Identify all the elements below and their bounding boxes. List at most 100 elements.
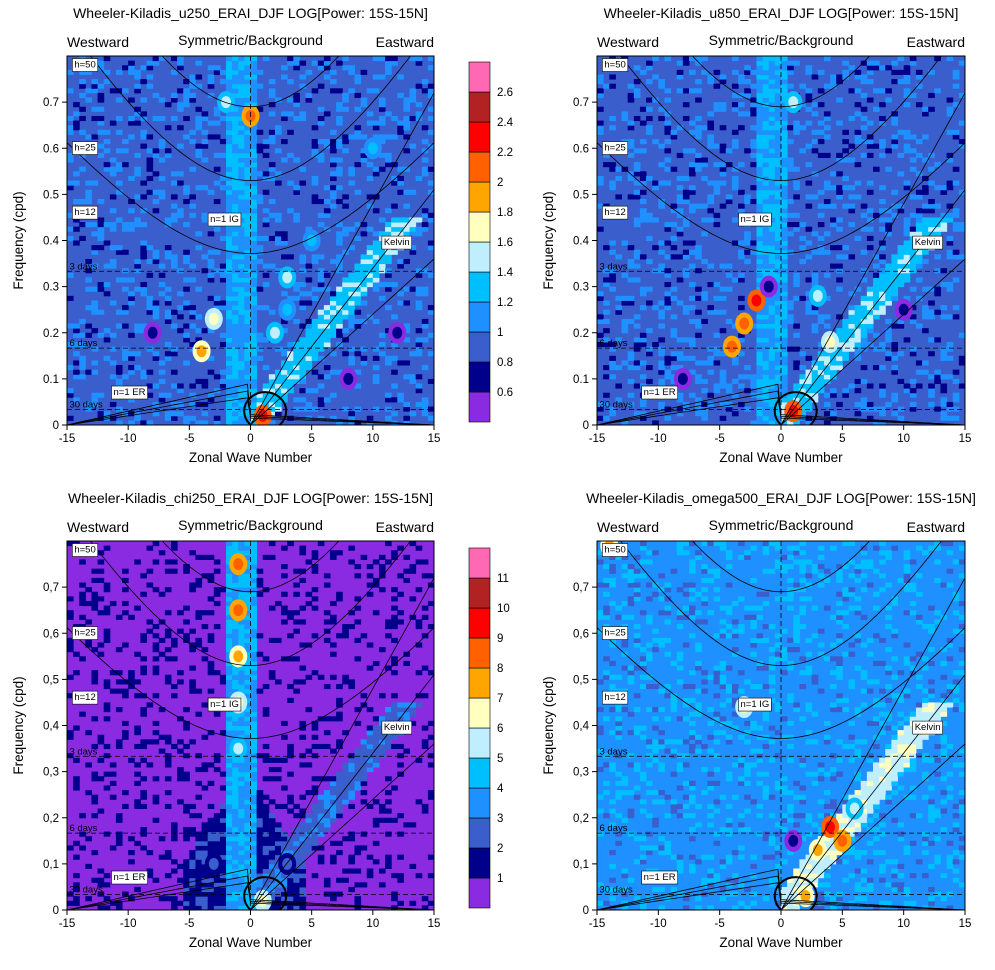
- heatmap-cell: [416, 374, 423, 379]
- heatmap-cell: [720, 79, 727, 84]
- heatmap-cell: [640, 139, 647, 144]
- heatmap-cell: [104, 753, 111, 758]
- heatmap-cell: [330, 157, 337, 162]
- heatmap-cell: [416, 217, 423, 222]
- heatmap-cell: [763, 241, 770, 246]
- heatmap-cell: [787, 65, 794, 70]
- heatmap-cell: [947, 287, 954, 292]
- heatmap-cell: [232, 781, 239, 786]
- heatmap-cell: [707, 360, 714, 365]
- heatmap-cell: [238, 84, 245, 89]
- heatmap-cell: [226, 360, 233, 365]
- heatmap-cell: [299, 116, 306, 121]
- heatmap-cell: [416, 287, 423, 292]
- heatmap-cell: [159, 282, 166, 287]
- heatmap-cell: [251, 402, 258, 407]
- heatmap-cell: [873, 65, 880, 70]
- heatmap-cell: [177, 171, 184, 176]
- heatmap-cell: [91, 772, 98, 777]
- heatmap-cell: [257, 859, 264, 864]
- heatmap-cell: [226, 84, 233, 89]
- heatmap-cell: [293, 347, 300, 352]
- heatmap-cell: [244, 282, 251, 287]
- heatmap-cell: [861, 379, 868, 384]
- heatmap-cell: [299, 822, 306, 827]
- heatmap-cell: [787, 222, 794, 227]
- heatmap-cell: [183, 569, 190, 574]
- heatmap-cell: [793, 347, 800, 352]
- heatmap-cell: [848, 305, 855, 310]
- heatmap-cell: [867, 287, 874, 292]
- heatmap-cell: [885, 300, 892, 305]
- heatmap-cell: [348, 314, 355, 319]
- heatmap-cell: [244, 596, 251, 601]
- heatmap-cell: [348, 134, 355, 139]
- heatmap-cell: [177, 56, 184, 61]
- heatmap-cell: [891, 79, 898, 84]
- heatmap-cell: [257, 144, 264, 149]
- heatmap-cell: [348, 167, 355, 172]
- heatmap-cell: [330, 555, 337, 560]
- heatmap-cell: [110, 245, 117, 250]
- heatmap-cell: [263, 744, 270, 749]
- heatmap-cell: [104, 606, 111, 611]
- heatmap-cell: [79, 93, 86, 98]
- heatmap-cell: [940, 411, 947, 416]
- heatmap-cell: [628, 393, 635, 398]
- heatmap-cell: [238, 98, 245, 103]
- heatmap-cell: [232, 194, 239, 199]
- heatmap-cell: [257, 864, 264, 869]
- heatmap-cell: [707, 347, 714, 352]
- heatmap-cell: [885, 337, 892, 342]
- label-er: n=1 ER: [113, 387, 145, 398]
- heatmap-cell: [769, 79, 776, 84]
- heatmap-cell: [73, 758, 80, 763]
- heatmap-cell: [793, 130, 800, 135]
- heatmap-cell: [177, 772, 184, 777]
- heatmap-cell: [361, 287, 368, 292]
- heatmap-cell: [244, 342, 251, 347]
- heatmap-cell: [226, 850, 233, 855]
- heatmap-cell: [165, 873, 172, 878]
- heatmap-cell: [299, 167, 306, 172]
- heatmap-cell: [640, 337, 647, 342]
- heatmap-cell: [744, 199, 751, 204]
- x-tick-label: 0: [247, 433, 253, 445]
- heatmap-cell: [226, 758, 233, 763]
- heatmap-cell: [208, 892, 215, 897]
- heatmap-cell: [220, 892, 227, 897]
- heatmap-cell: [379, 121, 386, 126]
- heatmap-cell: [775, 204, 782, 209]
- heatmap-cell: [226, 144, 233, 149]
- heatmap-cell: [910, 264, 917, 269]
- heatmap-cell: [824, 199, 831, 204]
- heatmap-cell: [238, 726, 245, 731]
- heatmap-cell: [640, 305, 647, 310]
- heatmap-cell: [104, 744, 111, 749]
- heatmap-cell: [251, 868, 258, 873]
- heatmap-cell: [763, 319, 770, 324]
- heatmap-cell: [183, 416, 190, 421]
- heatmap-cell: [195, 578, 202, 583]
- heatmap-cell: [91, 716, 98, 721]
- heatmap-cell: [238, 314, 245, 319]
- heatmap-cell: [336, 171, 343, 176]
- heatmap-cell: [416, 300, 423, 305]
- heatmap-cell: [312, 873, 319, 878]
- heatmap-cell: [738, 162, 745, 167]
- heatmap-cell: [910, 213, 917, 218]
- heatmap-cell: [122, 227, 129, 232]
- heatmap-cell: [238, 781, 245, 786]
- heatmap-cell: [159, 291, 166, 296]
- heatmap-cell: [238, 134, 245, 139]
- heatmap-cell: [98, 130, 105, 135]
- heatmap-cell: [677, 70, 684, 75]
- heatmap-cell: [867, 153, 874, 158]
- heatmap-cell: [318, 356, 325, 361]
- heatmap-cell: [707, 264, 714, 269]
- heatmap-cell: [330, 859, 337, 864]
- heatmap-cell: [202, 130, 209, 135]
- heatmap-cell: [756, 111, 763, 116]
- heatmap-cell: [391, 356, 398, 361]
- heatmap-cell: [812, 74, 819, 79]
